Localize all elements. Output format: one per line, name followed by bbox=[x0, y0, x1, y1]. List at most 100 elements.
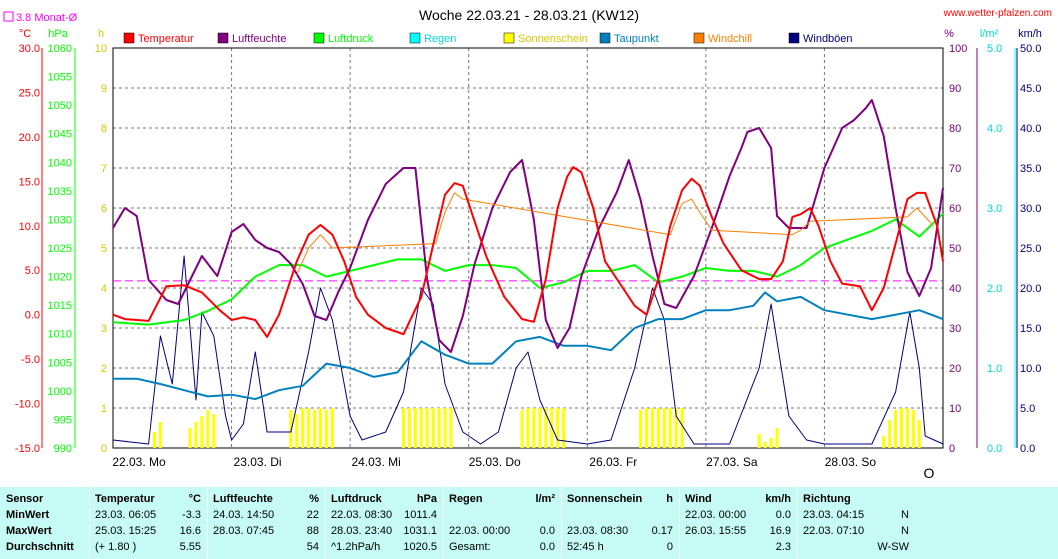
header-label: Sensor bbox=[6, 493, 44, 505]
cell-value: 54 bbox=[306, 541, 319, 553]
cell-label: Gesamt: bbox=[449, 541, 491, 553]
axis-unit-hum: % bbox=[944, 28, 954, 40]
series-windchill bbox=[296, 192, 934, 275]
sunshine-bar bbox=[532, 408, 536, 448]
cell-value: 0 bbox=[666, 541, 673, 553]
table-col-sensor: Sensor MinWert MaxWert Durchschnitt bbox=[0, 487, 89, 559]
axis-tick-temp: 20.0 bbox=[19, 132, 40, 144]
header-unit: % bbox=[309, 493, 319, 505]
cell-label: 28.03. 23:40 bbox=[331, 525, 393, 537]
cell-label: 26.03. 15:55 bbox=[685, 525, 747, 537]
cell-label: 22.03. 08:30 bbox=[331, 509, 393, 521]
sunshine-bar bbox=[905, 408, 909, 448]
sunshine-bar bbox=[888, 420, 892, 448]
column-separator bbox=[797, 487, 798, 559]
legend-label-humidity: Luftfeuchte bbox=[232, 33, 286, 45]
sunshine-bar bbox=[307, 408, 311, 448]
table-col-rain: Regen l/m² 22.03. 00:00 0.0 Gesamt: 0.0 bbox=[443, 487, 561, 559]
axis-tick-wind: 20.0 bbox=[1020, 283, 1041, 295]
sunshine-bar bbox=[313, 410, 317, 448]
cell-value: 0.0 bbox=[775, 509, 791, 521]
sunshine-bar bbox=[206, 410, 210, 448]
cell-value: 0.0 bbox=[539, 541, 555, 553]
axis-tick-wind: 5.0 bbox=[1020, 403, 1035, 415]
sunshine-bar bbox=[520, 410, 524, 448]
axis-tick-wind: 25.0 bbox=[1020, 243, 1041, 255]
sunshine-bar bbox=[674, 408, 678, 448]
table-header: Luftfeuchte% bbox=[207, 491, 325, 507]
legend-label-dewpoint: Taupunkt bbox=[614, 33, 659, 45]
axis-tick-rain: 0.0 bbox=[987, 443, 1002, 455]
table-row: 2.3 bbox=[679, 539, 797, 555]
cell-label: 28.03. 07:45 bbox=[213, 525, 275, 537]
axis-tick-press: 1040 bbox=[48, 157, 72, 169]
chart-title: Woche 22.03.21 - 28.03.21 (KW12) bbox=[419, 7, 639, 23]
axis-tick-wind: 10.0 bbox=[1020, 363, 1041, 375]
table-row: 28.03. 07:45 88 bbox=[207, 523, 325, 539]
cell-value: 0.17 bbox=[651, 525, 673, 537]
table-header: Regen l/m² bbox=[443, 491, 561, 507]
plot-area bbox=[112, 99, 944, 448]
axis-tick-sun: 0 bbox=[101, 443, 107, 455]
series-humidity bbox=[112, 99, 944, 353]
cell-value: 1020.5 bbox=[403, 541, 437, 553]
cell-value: N bbox=[901, 509, 909, 521]
sunshine-bar bbox=[443, 408, 447, 448]
axis-tick-temp: -5.0 bbox=[21, 354, 40, 366]
axis-unit-wind: km/h bbox=[1018, 28, 1042, 40]
table-row: 22.03. 00:00 0.0 bbox=[679, 507, 797, 523]
axis-tick-sun: 9 bbox=[101, 83, 107, 95]
sunshine-bar bbox=[651, 408, 654, 448]
sunshine-bar bbox=[556, 408, 560, 448]
axis-tick-sun: 8 bbox=[101, 123, 107, 135]
column-separator bbox=[207, 487, 208, 559]
table-row: MaxWert bbox=[0, 523, 89, 539]
sunshine-bar bbox=[419, 408, 423, 448]
sunshine-bar bbox=[200, 416, 204, 448]
sunshine-bar bbox=[212, 414, 216, 448]
axis-tick-hum: 90 bbox=[949, 83, 961, 95]
table-col-hum: Luftfeuchte% 24.03. 14:50 22 28.03. 07:45 88… bbox=[207, 487, 325, 559]
sunshine-bar bbox=[763, 442, 767, 448]
axis-tick-hum: 50 bbox=[949, 243, 961, 255]
cell-value: 16.9 bbox=[769, 525, 791, 537]
header-label: Temperatur bbox=[95, 493, 155, 505]
site-link[interactable]: www.wetter-pfalzen.com bbox=[943, 8, 1052, 19]
table-col-wind: Wind km/h 22.03. 00:00 0.0 26.03. 15:55 16.9 2… bbox=[679, 487, 797, 559]
series-pressure bbox=[112, 212, 944, 326]
header-label: Richtung bbox=[803, 493, 851, 505]
sunshine-bar bbox=[437, 408, 441, 448]
axis-tick-press: 1010 bbox=[48, 329, 72, 341]
header-label: Luftfeuchte bbox=[213, 493, 273, 505]
sunshine-bar bbox=[158, 422, 162, 448]
axis-tick-press: 1050 bbox=[48, 100, 72, 112]
legend-swatch-dewpoint bbox=[599, 32, 611, 44]
table-row: Gesamt: 0.0 bbox=[443, 539, 561, 555]
axis-tick-rain: 3.0 bbox=[987, 203, 1002, 215]
cell-label: MinWert bbox=[6, 509, 50, 521]
axis-tick-hum: 80 bbox=[949, 123, 961, 135]
axis-tick-press: 1020 bbox=[48, 272, 72, 284]
cell-value: 1011.4 bbox=[404, 509, 437, 521]
x-tick-label: 23.03. Di bbox=[234, 455, 282, 469]
cell-label: (+ 1.80 ) bbox=[95, 541, 137, 553]
axis-tick-temp: -15.0 bbox=[15, 443, 40, 455]
axis-tick-wind: 45.0 bbox=[1020, 83, 1041, 95]
cell-value: 2.3 bbox=[775, 541, 791, 553]
axis-tick-press: 1060 bbox=[48, 43, 72, 55]
axis-tick-hum: 20 bbox=[949, 363, 961, 375]
header-label: Wind bbox=[685, 493, 712, 505]
sunshine-bar bbox=[449, 408, 453, 448]
table-row: 25.03. 15:25 16.6 bbox=[89, 523, 207, 539]
header-unit: h bbox=[666, 493, 673, 505]
table-col-dir: Richtung 23.03. 04:15 N 22.03. 07:10 N W-SW bbox=[797, 487, 915, 559]
sunshine-bar bbox=[413, 408, 417, 448]
sunshine-bar bbox=[911, 410, 915, 448]
weather-chart: Woche 22.03.21 - 28.03.21 (KW12) www.wet… bbox=[3, 7, 1052, 481]
axis-tick-sun: 4 bbox=[101, 283, 107, 295]
axis-tick-sun: 6 bbox=[101, 203, 107, 215]
axis-tick-rain: 2.0 bbox=[987, 283, 1002, 295]
axis-tick-temp: 25.0 bbox=[19, 87, 40, 99]
cell-label: 22.03. 00:00 bbox=[449, 525, 511, 537]
axis-tick-hum: 0 bbox=[949, 443, 955, 455]
